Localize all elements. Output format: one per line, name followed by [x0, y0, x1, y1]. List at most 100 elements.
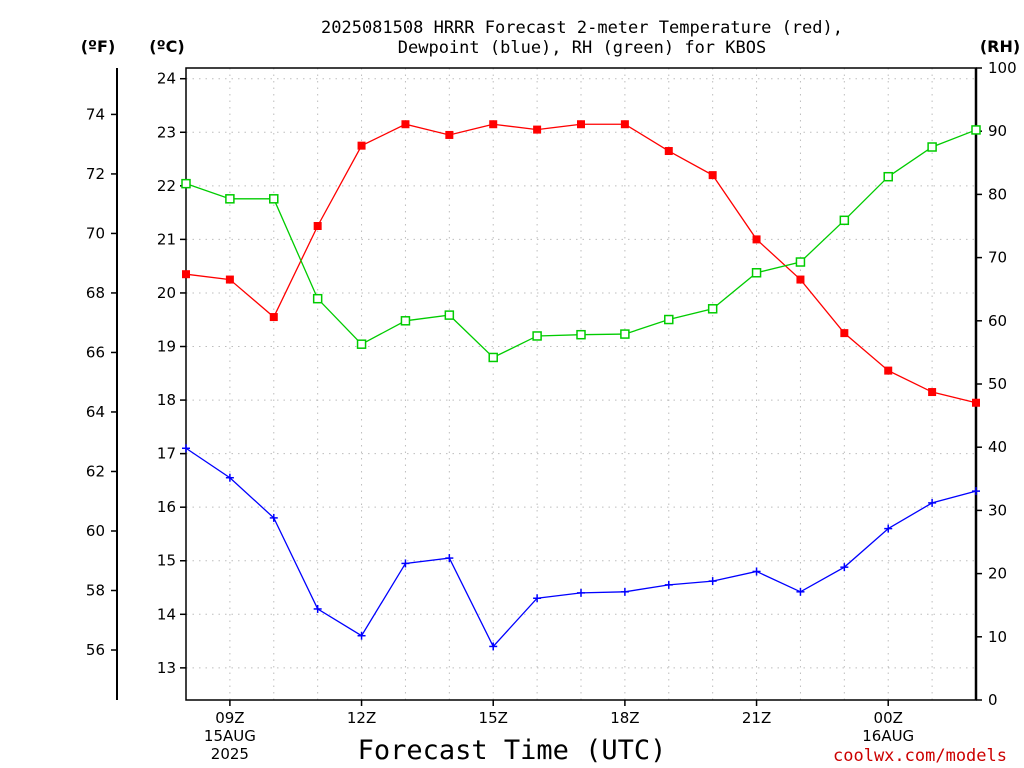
- rh-tick-label: 90: [988, 122, 1007, 140]
- grid-lines: [185, 68, 977, 700]
- rh-point: [839, 215, 850, 226]
- dewpoint-point: [928, 498, 937, 507]
- celsius-tick-label: 20: [157, 284, 176, 302]
- temperature-point: [401, 120, 410, 129]
- watermark-text: coolwx.com/models: [833, 746, 1007, 766]
- rh-point: [576, 329, 586, 340]
- x-tick-label: 21Z: [742, 709, 771, 727]
- x-tick-year-label: 2025: [211, 745, 249, 763]
- rh-point: [312, 293, 323, 304]
- x-tick-label: 15Z: [479, 709, 508, 727]
- dewpoint-point: [401, 559, 410, 568]
- x-tick-date-label: 15AUG: [204, 727, 256, 745]
- x-tick-label: 12Z: [347, 709, 376, 727]
- temperature-point: [313, 222, 322, 230]
- dewpoint-point: [664, 580, 673, 589]
- rh-tick-label: 60: [988, 312, 1007, 330]
- dewpoint-point: [620, 587, 629, 596]
- dewpoint-point: [313, 604, 322, 613]
- rh-point: [971, 125, 981, 135]
- dewpoint-point: [577, 588, 585, 597]
- celsius-tick-label: 16: [157, 498, 176, 516]
- fahrenheit-tick-label: 56: [86, 641, 105, 659]
- chart-title-line1: 2025081508 HRRR Forecast 2-meter Tempera…: [321, 18, 843, 38]
- temperature-point: [489, 120, 498, 129]
- temperature-point: [182, 270, 190, 279]
- rh-point: [400, 316, 411, 326]
- dewpoint-point: [357, 631, 366, 640]
- rh-tick-label: 40: [988, 438, 1007, 456]
- dewpoint-point: [445, 554, 454, 563]
- temperature-point: [708, 171, 717, 180]
- fahrenheit-tick-label: 64: [86, 403, 105, 421]
- tick-labels: 13 14 15 16 17 18 19 20 21 22 23 24 56 58 60 62 64 66 68 70…: [86, 59, 1017, 763]
- temperature-point: [796, 275, 805, 284]
- rh-tick-label: 50: [988, 375, 1007, 393]
- temperature-point: [445, 130, 454, 139]
- rh-point: [751, 268, 762, 278]
- x-axis-label: Forecast Time (UTC): [358, 735, 667, 766]
- temperature-point: [884, 366, 893, 375]
- rh-point: [181, 178, 191, 189]
- celsius-unit-label: (ºC): [149, 37, 184, 56]
- temperature-point: [225, 275, 234, 284]
- x-tick-label: 00Z: [874, 709, 903, 727]
- celsius-tick-label: 18: [157, 391, 176, 409]
- temperature-point: [972, 398, 980, 407]
- x-tick-date-label: 16AUG: [862, 727, 914, 745]
- dewpoint-point: [796, 587, 805, 596]
- celsius-tick-label: 23: [157, 123, 176, 141]
- dewpoint-point: [884, 524, 893, 533]
- temperature-point: [357, 141, 366, 150]
- rh-point: [927, 142, 937, 152]
- dewpoint-point: [708, 577, 717, 586]
- celsius-tick-label: 19: [157, 338, 176, 356]
- temperature-point: [840, 329, 849, 338]
- plot-frame: [185, 67, 977, 701]
- celsius-tick-label: 17: [157, 445, 176, 463]
- fahrenheit-tick-label: 60: [86, 522, 105, 540]
- celsius-tick-label: 22: [157, 177, 176, 195]
- fahrenheit-tick-label: 62: [86, 462, 105, 480]
- temperature-point: [269, 313, 278, 322]
- rh-point: [707, 304, 718, 314]
- rh-point: [795, 257, 806, 267]
- x-tick-label: 09Z: [215, 709, 244, 727]
- celsius-tick-label: 14: [157, 605, 176, 623]
- rh-point: [488, 352, 498, 363]
- rh-point: [356, 339, 367, 349]
- temperature-point: [533, 125, 542, 134]
- rh-point: [225, 194, 235, 204]
- rh-point: [532, 331, 542, 341]
- fahrenheit-tick-label: 66: [86, 343, 105, 361]
- fahrenheit-tick-label: 72: [86, 165, 105, 183]
- dewpoint-point: [182, 444, 190, 453]
- dewpoint-point: [840, 563, 849, 572]
- temperature-point: [620, 120, 629, 129]
- celsius-tick-label: 15: [157, 552, 176, 570]
- chart-title-line2: Dewpoint (blue), RH (green) for KBOS: [398, 38, 766, 58]
- x-tick-label: 18Z: [610, 709, 639, 727]
- temperature-point: [577, 120, 585, 129]
- axes: [111, 67, 982, 706]
- fahrenheit-tick-label: 58: [86, 582, 105, 600]
- series-layer: [181, 120, 981, 651]
- rh-tick-label: 30: [988, 501, 1007, 519]
- rh-point: [444, 310, 455, 320]
- dewpoint-point: [533, 594, 542, 603]
- rh-point: [620, 329, 630, 339]
- fahrenheit-unit-label: (ºF): [81, 37, 116, 56]
- dewpoint-point: [972, 487, 980, 496]
- dewpoint-point: [225, 473, 234, 482]
- rh-tick-label: 10: [988, 628, 1007, 646]
- dewpoint-point: [752, 567, 761, 576]
- rh-point: [269, 194, 279, 204]
- rh-unit-label: (RH): [980, 37, 1020, 56]
- temperature-point: [928, 388, 937, 397]
- fahrenheit-tick-label: 74: [86, 105, 105, 123]
- temperature-point: [752, 235, 761, 244]
- celsius-tick-label: 13: [157, 659, 176, 677]
- rh-tick-label: 0: [988, 691, 998, 709]
- rh-tick-label: 70: [988, 249, 1007, 267]
